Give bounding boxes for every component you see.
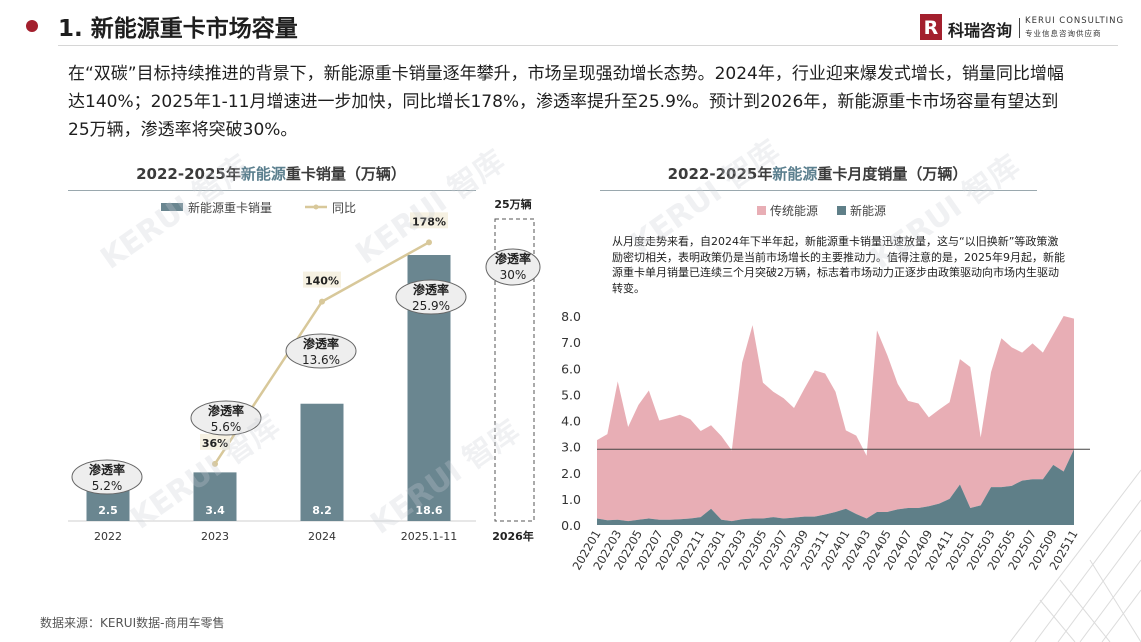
bar-2024	[300, 403, 344, 521]
penetration-value: 13.6%	[302, 353, 340, 367]
x-tick-label: 2023	[201, 530, 229, 543]
yoy-label: 178%	[412, 215, 446, 228]
intro-paragraph: 在“双碳”目标持续推进的背景下，新能源重卡销量逐年攀升，市场呈现强劲增长态势。2…	[68, 64, 1064, 140]
logo-name-cn: 科瑞咨询	[948, 21, 1013, 40]
right-title-prefix: 2022-2025年	[667, 165, 773, 183]
penetration-value: 25.9%	[412, 299, 450, 313]
penetration-bubble	[190, 400, 262, 436]
penetration-value: 5.6%	[211, 420, 242, 434]
y-tick-label: 7.0	[561, 335, 581, 350]
x-tick-label: 2022	[94, 530, 122, 543]
left-chart-rule	[68, 190, 476, 191]
logo-mark-letter: R	[924, 17, 939, 39]
legend-swatch-marker	[313, 204, 319, 210]
legend-label-bar: 新能源重卡销量	[188, 200, 272, 215]
penetration-label: 渗透率	[413, 282, 449, 297]
right-y-tick-group: 0.0 1.0 2.0 3.0 4.0 5.0 6.0 7.0 8.0	[561, 309, 581, 533]
yoy-point	[319, 298, 325, 305]
logo-name-en: KERUI CONSULTING	[1025, 16, 1125, 26]
left-x-tick-group: 2022 2023 2024 2025.1-11	[94, 530, 457, 543]
right-chart-title: 2022-2025年新能源重卡月度销量（万辆）	[600, 163, 1035, 184]
legend-swatch-bar	[161, 203, 183, 211]
page-title: 1. 新能源重卡市场容量	[58, 16, 298, 42]
monthly-annotation: 从月度走势来看，自2024年下半年起，新能源重卡销量迅速放量，这与“以旧换新”等…	[612, 235, 1065, 295]
penetration-bubble	[395, 279, 467, 315]
bar-value-label: 18.6	[415, 504, 442, 517]
yoy-label: 140%	[305, 275, 339, 288]
bar-value-label: 3.4	[205, 504, 225, 517]
legend-label-traditional: 传统能源	[770, 203, 818, 218]
y-tick-label: 8.0	[561, 309, 581, 324]
forecast-bar	[494, 218, 535, 522]
yoy-point	[212, 460, 218, 467]
right-legend: 传统能源 新能源	[757, 203, 886, 218]
right-title-suffix: 重卡月度销量（万辆）	[817, 165, 968, 183]
left-chart-title: 2022-2025年新能源重卡销量（万辆）	[68, 163, 474, 184]
x-tick-label: 2025.1-11	[401, 530, 457, 543]
forecast-category-label: 2026年	[492, 529, 534, 543]
forecast-penetration-value: 30%	[500, 268, 527, 282]
logo-tagline: 专业信息咨询供应商	[1025, 29, 1102, 38]
y-tick-label: 5.0	[561, 387, 581, 402]
penetration-label: 渗透率	[303, 336, 339, 351]
y-tick-label: 3.0	[561, 440, 581, 455]
data-source: 数据来源：KERUI数据-商用车零售	[40, 616, 225, 630]
bar-2023	[193, 472, 237, 521]
company-logo: R 科瑞咨询 KERUI CONSULTING 专业信息咨询供应商	[920, 14, 1123, 40]
title-divider	[58, 45, 1118, 46]
right-chart-rule	[600, 190, 1037, 191]
area-nev	[597, 449, 1074, 525]
penetration-label: 渗透率	[208, 403, 244, 418]
right-title-highlight: 新能源	[772, 165, 818, 183]
penetration-group: 渗透率 5.2% 渗透率 5.6% 渗透率 13.6% 渗透率 25.9%	[71, 279, 467, 495]
area-group	[597, 316, 1090, 525]
legend-label-nev: 新能源	[850, 203, 886, 218]
forecast-group: 25万辆 渗透率 30% 2026年	[485, 197, 541, 543]
penetration-value: 5.2%	[92, 479, 123, 493]
yoy-label-bg	[410, 212, 448, 229]
forecast-penetration-label: 渗透率	[495, 251, 531, 266]
legend-label-line: 同比	[332, 201, 356, 215]
right-x-tick-group: 2022012022032022052022072022092022112023…	[570, 528, 1081, 573]
yoy-line-group: 36% 140% 178%	[200, 212, 448, 467]
legend-swatch-traditional	[757, 206, 766, 215]
yoy-label-bg	[303, 271, 341, 288]
left-title-highlight: 新能源	[240, 165, 286, 183]
penetration-bubble	[285, 333, 357, 369]
x-tick-label: 2024	[308, 530, 336, 543]
y-tick-label: 1.0	[561, 492, 581, 507]
yoy-point	[426, 239, 432, 246]
y-tick-label: 4.0	[561, 414, 581, 429]
y-tick-label: 2.0	[561, 466, 581, 481]
forecast-top-label: 25万辆	[494, 197, 531, 211]
title-bullet	[26, 20, 38, 32]
logo-separator	[1019, 18, 1020, 38]
left-title-prefix: 2022-2025年	[136, 165, 241, 183]
penetration-bubble	[71, 459, 143, 495]
logo-mark-icon: R	[920, 14, 942, 40]
title-bar: 1. 新能源重卡市场容量 R 科瑞咨询 KERUI CONSULTING 专业信…	[0, 0, 1141, 52]
area-traditional	[597, 316, 1074, 522]
bar-value-label: 2.5	[98, 504, 118, 517]
yoy-label-bg	[200, 433, 230, 450]
yoy-label: 36%	[202, 437, 228, 450]
y-tick-label: 0.0	[561, 518, 581, 533]
bar-value-label: 8.2	[312, 504, 332, 517]
left-legend: 新能源重卡销量 同比	[161, 200, 356, 215]
y-tick-label: 6.0	[561, 361, 581, 376]
legend-swatch-nev	[837, 206, 846, 215]
left-title-suffix: 重卡销量（万辆）	[285, 165, 406, 183]
forecast-penetration-bubble	[485, 248, 541, 286]
penetration-label: 渗透率	[89, 462, 125, 477]
